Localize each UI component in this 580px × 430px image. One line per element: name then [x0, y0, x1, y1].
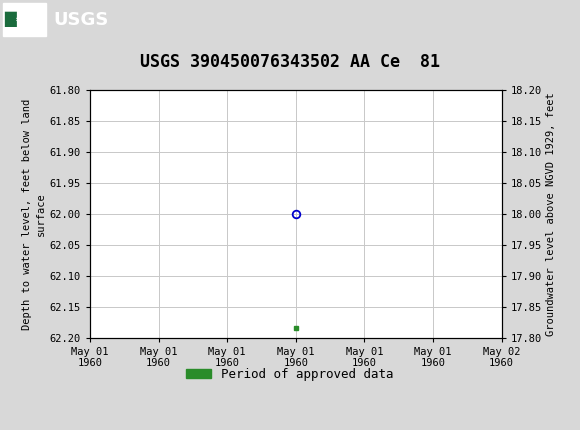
- Legend: Period of approved data: Period of approved data: [181, 363, 399, 386]
- Text: ≈: ≈: [14, 13, 25, 26]
- Text: USGS 390450076343502 AA Ce  81: USGS 390450076343502 AA Ce 81: [140, 53, 440, 71]
- Y-axis label: Groundwater level above NGVD 1929, feet: Groundwater level above NGVD 1929, feet: [546, 92, 556, 336]
- Bar: [3, 3, 46, 37]
- Y-axis label: Depth to water level, feet below land
surface: Depth to water level, feet below land su…: [22, 98, 45, 329]
- Text: █: █: [5, 12, 16, 28]
- Text: USGS: USGS: [53, 11, 108, 29]
